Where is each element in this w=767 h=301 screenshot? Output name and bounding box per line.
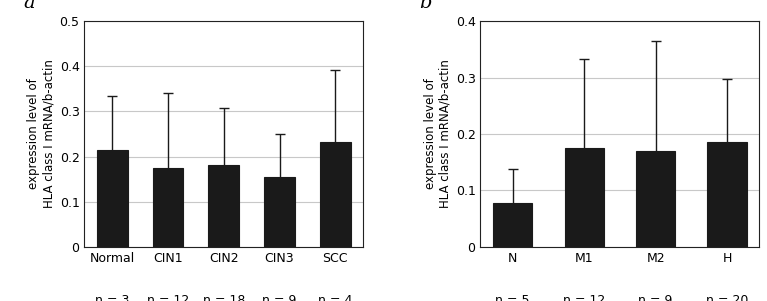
Text: n = 12: n = 12 <box>563 294 605 301</box>
Text: b: b <box>419 0 432 12</box>
Bar <box>636 151 675 247</box>
Text: n = 12: n = 12 <box>147 294 189 301</box>
Text: n = 5: n = 5 <box>495 294 530 301</box>
Y-axis label: expression level of
HLA class I mRNA/b-actin: expression level of HLA class I mRNA/b-a… <box>28 60 55 208</box>
Text: n = 3: n = 3 <box>95 294 130 301</box>
Bar <box>320 142 351 247</box>
Text: a: a <box>23 0 35 12</box>
Bar <box>493 203 532 247</box>
Text: n = 9: n = 9 <box>638 294 673 301</box>
Bar <box>209 165 239 247</box>
Text: n = 20: n = 20 <box>706 294 748 301</box>
Text: n = 9: n = 9 <box>262 294 297 301</box>
Bar <box>264 177 295 247</box>
Text: n = 18: n = 18 <box>202 294 245 301</box>
Bar <box>153 168 183 247</box>
Text: n = 4: n = 4 <box>318 294 353 301</box>
Bar <box>97 150 127 247</box>
Bar <box>707 142 746 247</box>
Bar <box>565 148 604 247</box>
Y-axis label: expression level of
HLA class I mRNA/b-actin: expression level of HLA class I mRNA/b-a… <box>423 60 452 208</box>
